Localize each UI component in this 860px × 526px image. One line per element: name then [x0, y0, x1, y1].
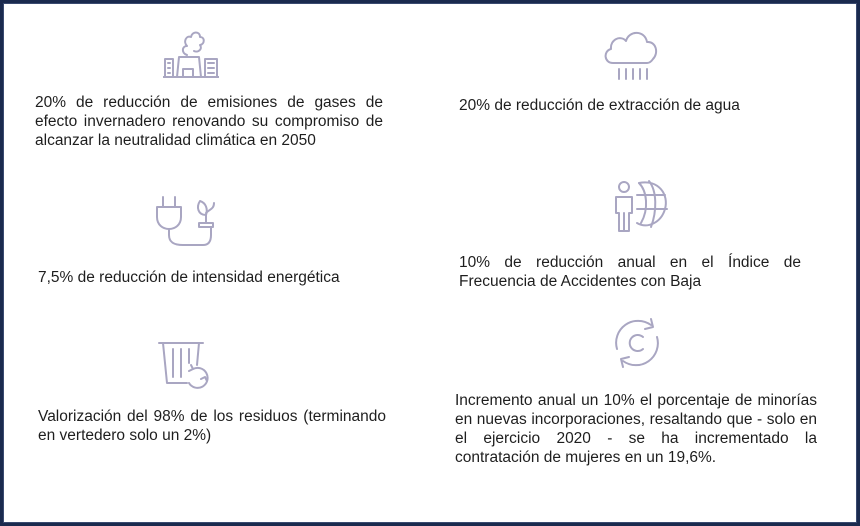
circular-arrows-icon [607, 315, 667, 371]
item-text-diversity: Incremento anual un 10% el porcentaje de… [455, 392, 817, 466]
item-text-emissions: 20% de reducción de emisiones de gases d… [35, 94, 383, 149]
person-globe-icon [611, 179, 669, 233]
item-text-waste: Valorización del 98% de los residuos (te… [38, 408, 386, 444]
eco-plug-icon [153, 193, 215, 247]
recycle-bin-icon [157, 339, 215, 391]
item-text-energy: 7,5% de reducción de intensidad energéti… [38, 269, 340, 286]
factory-emissions-icon [163, 19, 219, 79]
item-text-accidents: 10% de reducción anual en el Índice de F… [459, 254, 801, 290]
item-text-water: 20% de reducción de extracción de agua [459, 97, 740, 114]
rain-cloud-icon [601, 25, 661, 83]
